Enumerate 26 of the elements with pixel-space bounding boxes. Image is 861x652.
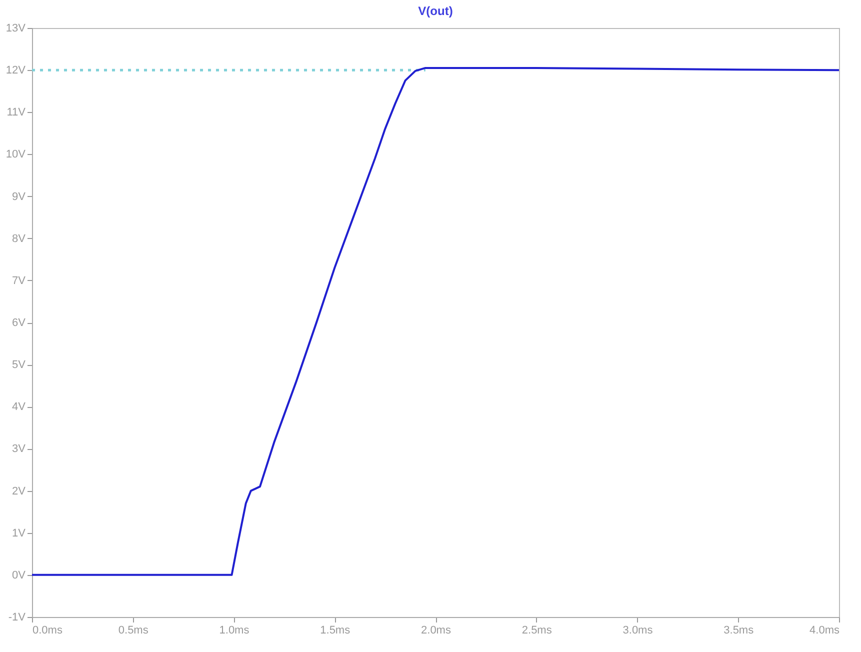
y-tick-label: 13V (6, 22, 26, 34)
y-tick-label: 9V (12, 190, 26, 203)
y-tick-label: 4V (12, 401, 26, 414)
y-tick-label: 8V (12, 232, 26, 245)
chart-title: V(out) (418, 4, 453, 18)
y-tick-label: 10V (6, 148, 26, 161)
y-tick-label: 2V (12, 485, 26, 498)
x-tick-label: 0.0ms (32, 624, 63, 636)
x-tick-label: 4.0ms (810, 624, 840, 636)
x-tick-label: 1.0ms (219, 624, 250, 636)
line-series (31, 66, 840, 576)
y-tick-label: 12V (6, 64, 26, 77)
y-tick-label: 5V (12, 359, 26, 372)
x-tick-label: 2.5ms (522, 624, 552, 636)
y-tick-label: 11V (6, 106, 26, 119)
y-tick-label: 6V (12, 317, 26, 329)
y-tick-label: 3V (12, 443, 26, 456)
x-tick-label: 3.0ms (622, 624, 654, 636)
x-tick-label: 0.5ms (118, 624, 149, 636)
y-tick-label: -1V (8, 612, 26, 624)
x-tick-label: 3.5ms (724, 624, 754, 636)
x-tick-label: 2.0ms (421, 624, 452, 636)
y-tick-label: 1V (12, 527, 26, 540)
y-tick-label: 7V (12, 274, 26, 287)
y-tick-label: 0V (12, 569, 26, 582)
x-tick-label: 1.5ms (320, 624, 351, 636)
